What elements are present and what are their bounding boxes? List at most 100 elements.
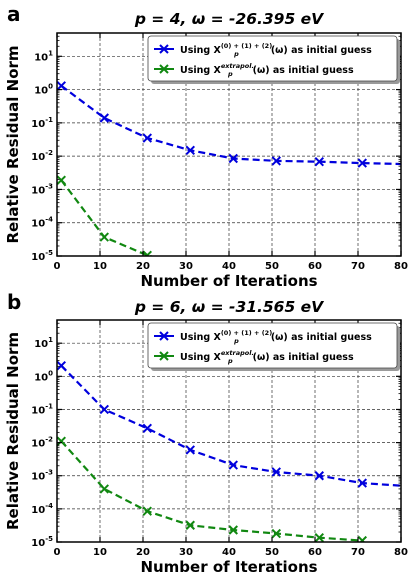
data-point xyxy=(142,506,153,516)
marker-stroke xyxy=(359,535,368,542)
chart-title: p = 6, ω = -31.565 eV xyxy=(134,298,325,316)
legend-prefix: Using X xyxy=(180,352,221,363)
legend-suffix: (ω) as initial guess xyxy=(271,332,372,343)
y-axis-label: Relative Residual Norm xyxy=(4,332,22,530)
y-tick-mantissa: 10 xyxy=(31,219,45,230)
data-point xyxy=(228,525,239,535)
y-tick-mantissa: 10 xyxy=(34,86,48,97)
data-point xyxy=(271,156,282,166)
legend-superscript: extrapol. xyxy=(221,349,254,357)
y-tick-mantissa: 10 xyxy=(31,472,45,483)
marker-stroke xyxy=(142,423,153,434)
y-tick-exponent: 1 xyxy=(48,336,53,344)
legend-marker xyxy=(159,331,169,341)
legend-superscript: (0) + (1) + (2) xyxy=(221,329,272,337)
data-point xyxy=(314,157,325,167)
legend-label: Using Xextrapol. p (ω) as initial guess xyxy=(180,62,354,78)
legend: Using X(0) + (1) + (2) p (ω) as initial gu… xyxy=(147,35,400,84)
x-tick-label: 40 xyxy=(222,261,236,272)
y-tick-exponent: 0 xyxy=(48,369,53,377)
x-axis-label: Number of Iterations xyxy=(140,558,317,576)
x-tick-label: 20 xyxy=(136,547,150,558)
legend-item: Using Xextrapol. p (ω) as initial guess xyxy=(154,349,354,365)
y-tick-label: 10-3 xyxy=(31,182,53,196)
y-tick-label: 10-5 xyxy=(31,535,53,549)
data-point xyxy=(142,133,153,143)
y-tick-mantissa: 10 xyxy=(31,185,45,196)
marker-stroke xyxy=(314,157,325,167)
marker-stroke xyxy=(185,445,196,455)
x-tick-label: 40 xyxy=(222,547,236,558)
y-tick-mantissa: 10 xyxy=(34,372,48,383)
legend-marker xyxy=(159,351,169,361)
x-tick-label: 30 xyxy=(179,261,193,272)
legend-label: Using X(0) + (1) + (2) p (ω) as initial gu… xyxy=(180,42,372,58)
legend-marker xyxy=(159,44,169,54)
marker-stroke xyxy=(99,232,110,242)
x-tick-label: 10 xyxy=(93,261,107,272)
y-tick-label: 10-4 xyxy=(31,216,53,230)
marker-stroke xyxy=(57,81,67,91)
y-tick-mantissa: 10 xyxy=(31,405,45,416)
data-point xyxy=(228,460,239,470)
data-point xyxy=(271,467,282,477)
series-group xyxy=(57,81,401,256)
series-line-1 xyxy=(60,440,363,542)
x-tick-label: 0 xyxy=(54,547,61,558)
marker-stroke xyxy=(228,153,239,164)
marker-stroke xyxy=(142,133,153,143)
panel-label: a xyxy=(7,2,21,26)
y-tick-exponent: 1 xyxy=(48,49,53,57)
y-tick-exponent: -4 xyxy=(45,216,53,224)
x-tick-label: 20 xyxy=(136,261,150,272)
data-point xyxy=(357,158,368,168)
y-tick-label: 101 xyxy=(34,49,53,63)
y-tick-exponent: -5 xyxy=(45,535,53,543)
y-tick-exponent: -2 xyxy=(45,149,53,157)
legend-subscript: p xyxy=(233,50,239,58)
data-point xyxy=(314,471,325,481)
y-tick-label: 10-1 xyxy=(31,116,53,130)
data-point xyxy=(57,81,67,91)
data-point xyxy=(185,445,196,455)
marker-stroke xyxy=(57,360,67,371)
data-point xyxy=(314,532,325,542)
legend-box xyxy=(147,322,398,369)
data-point xyxy=(99,404,110,415)
legend-subscript: p xyxy=(227,70,233,78)
legend-label: Using X(0) + (1) + (2) p (ω) as initial gu… xyxy=(180,329,372,345)
x-tick-label: 30 xyxy=(179,547,193,558)
y-tick-label: 10-1 xyxy=(31,402,53,416)
x-axis-label: Number of Iterations xyxy=(140,272,317,290)
y-tick-exponent: -1 xyxy=(45,402,53,410)
data-point xyxy=(357,535,368,542)
y-tick-exponent: -5 xyxy=(45,249,53,257)
legend-suffix: (ω) as initial guess xyxy=(253,65,354,76)
y-tick-label: 10-5 xyxy=(31,249,53,263)
y-tick-mantissa: 10 xyxy=(31,152,45,163)
legend: Using X (0) + (1) + (2) p (ω) as initial gu… xyxy=(147,322,400,371)
legend-suffix: (ω) as initial guess xyxy=(271,45,372,56)
series-group xyxy=(57,360,401,542)
marker-stroke xyxy=(228,525,239,535)
data-point xyxy=(228,153,239,164)
y-tick-exponent: -1 xyxy=(45,116,53,124)
data-point xyxy=(185,145,196,155)
data-point xyxy=(142,423,153,434)
marker-stroke xyxy=(271,528,282,539)
x-tick-label: 0 xyxy=(54,261,61,272)
series-line-0 xyxy=(60,84,401,166)
y-axis-label: Relative Residual Norm xyxy=(4,45,22,243)
marker-stroke xyxy=(357,158,368,168)
data-point xyxy=(357,478,368,488)
x-tick-label: 60 xyxy=(308,547,322,558)
y-tick-mantissa: 10 xyxy=(34,339,48,350)
x-tick-label: 70 xyxy=(351,261,365,272)
legend-superscript: extrapol. xyxy=(221,62,254,70)
y-tick-exponent: -2 xyxy=(45,436,53,444)
marker-stroke xyxy=(314,471,325,481)
legend-prefix: Using X xyxy=(180,65,221,76)
legend-item: Using X(0) + (1) + (2) p (ω) as initial gu… xyxy=(154,42,372,58)
legend-subscript: p xyxy=(227,357,233,365)
marker-stroke xyxy=(142,506,153,516)
